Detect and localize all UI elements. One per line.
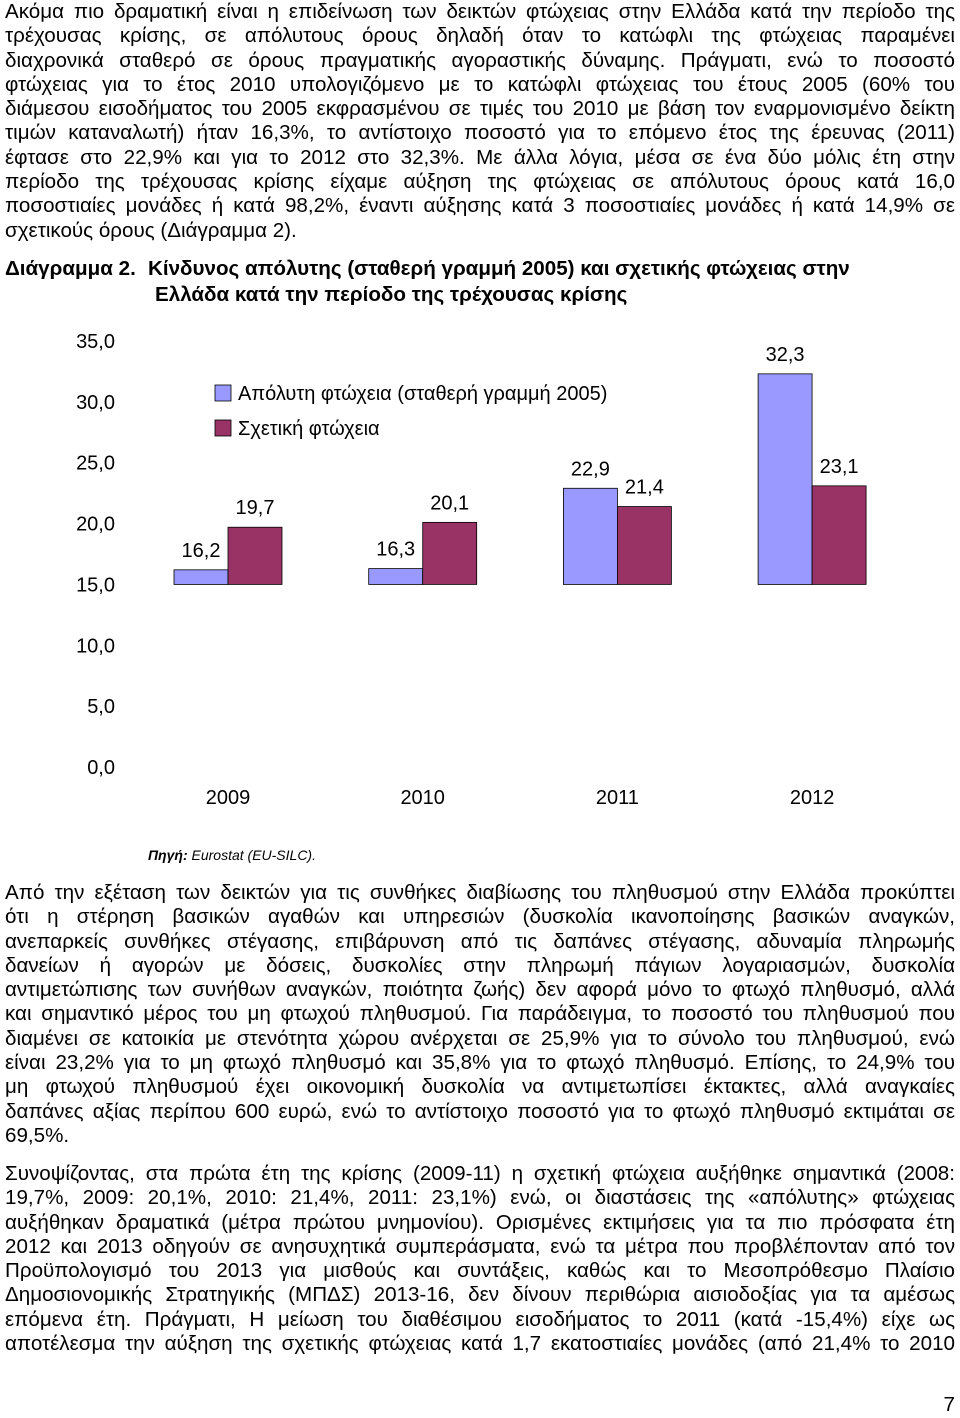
text-line: περίοδο της τρέχουσας κρίσης είχαμε αύξη… xyxy=(5,170,955,194)
figure-source: Πηγή: Eurostat (EU-SILC). xyxy=(148,843,316,867)
data-label: 22,9 xyxy=(571,458,610,480)
y-tick-label: 10,0 xyxy=(76,635,115,657)
bar-absolute-poverty-2010 xyxy=(368,568,424,585)
y-axis-tick-labels: 35,0 30,0 25,0 20,0 15,0 10,0 5,0 0,0 xyxy=(76,331,115,779)
data-labels: 16,2 16,3 22,9 32,3 19,7 20,1 21,4 23,1 xyxy=(182,344,859,562)
y-tick-label: 5,0 xyxy=(87,696,115,718)
x-axis-tick-labels: 2009 2010 2011 2012 xyxy=(206,787,835,809)
text-line: αυξήθηκαν δραματικά (μέτρα πρώτου μνημον… xyxy=(5,1210,955,1234)
y-tick-label: 25,0 xyxy=(76,453,115,475)
data-label: 19,7 xyxy=(236,497,275,519)
text-line: τρέχουσας κρίσης, σε απόλυτους όρους δηλ… xyxy=(5,24,955,48)
data-label: 16,3 xyxy=(376,539,415,561)
chart-legend: Απόλυτη φτώχεια (σταθερή γραμμή 2005) Σχε… xyxy=(214,383,607,440)
y-tick-label: 15,0 xyxy=(76,574,115,596)
poverty-bar-chart: 35,0 30,0 25,0 20,0 15,0 10,0 5,0 0,0 16,2 16,3 2… xyxy=(76,331,867,809)
text-line: Δημοσιονομικής Στρατηγικής (ΜΠΔΣ) 2013-1… xyxy=(5,1283,955,1307)
bar-relative-poverty-2010 xyxy=(422,521,478,585)
paragraph-summary: Συνοψίζοντας, στα πρώτα έτη της κρίσης (… xyxy=(5,1162,955,1356)
text-line: και σημαντικό μέρος του μη φτωχού πληθυσ… xyxy=(5,1002,955,1026)
text-line: Ακόμα πιο δραματική είναι η επιδείνωση τ… xyxy=(5,0,955,23)
bar-relative-poverty-2012 xyxy=(811,485,867,585)
caption-line: Ελλάδα κατά την περίοδο της τρέχουσας κρ… xyxy=(155,283,628,306)
page-number: 7 xyxy=(943,1393,955,1416)
x-tick-label: 2012 xyxy=(790,787,835,809)
text-line: διαμένει σε κατοικία με στενότητα χώρου … xyxy=(5,1026,955,1050)
text-line: δανείων ή αγορών με δόσεις, δυσκολίες στ… xyxy=(5,953,955,977)
text-line: 69,5%. xyxy=(5,1123,70,1147)
bar-absolute-poverty-2011 xyxy=(563,487,618,585)
figure-number: Διάγραμμα 2. xyxy=(5,257,136,280)
text-line: 2012 και 2013 οδηγούν σε ανησυχητικά συμ… xyxy=(5,1234,955,1258)
legend-label: Απόλυτη φτώχεια (σταθερή γραμμή 2005) xyxy=(238,383,607,405)
text-line: αντιμετώπισης των συνήθων αναγκών, ποιότ… xyxy=(5,978,955,1002)
text-line: φτώχειας για το έτος 2010 υπολογιζόμενο … xyxy=(5,72,955,96)
caption-text: Κίνδυνος απόλυτης (σταθερή γραμμή 2005) … xyxy=(148,257,850,280)
text-line: διάμεσου εισοδήματος του 2005 εκφρασμένο… xyxy=(5,97,955,121)
y-tick-label: 0,0 xyxy=(87,757,115,779)
paragraph-living-conditions: Από την εξέταση των δεικτών για τις συνθ… xyxy=(5,881,955,1148)
x-tick-label: 2009 xyxy=(206,787,251,809)
y-tick-label: 30,0 xyxy=(76,392,115,414)
text-line: είναι 23,2% για το μη φτωχό πληθυσμό και… xyxy=(5,1051,955,1075)
text-line: έφτασε στο 22,9% και για το 2012 στο 32,… xyxy=(5,145,955,169)
bar-relative-poverty-2011 xyxy=(617,506,672,585)
text-line: Από την εξέταση των δεικτών για τις συνθ… xyxy=(5,881,955,904)
text-line: ανεπαρκείς συνθήκες στέγασης, επιβάρυνση… xyxy=(5,929,955,953)
y-tick-label: 20,0 xyxy=(76,514,115,536)
text-line: σχετικούς όρους (Διάγραμμα 2). xyxy=(5,218,297,242)
bar-relative-poverty-2009 xyxy=(227,526,283,585)
bar-absolute-poverty-2012 xyxy=(757,373,813,585)
data-label: 21,4 xyxy=(625,477,664,499)
bar-series xyxy=(173,373,867,585)
data-label: 32,3 xyxy=(766,344,805,366)
x-tick-label: 2010 xyxy=(400,787,445,809)
figure-caption: Διάγραμμα 2. Κίνδυνος απόλυτης (σταθερή γ… xyxy=(5,256,955,308)
legend-label: Σχετική φτώχεια xyxy=(238,418,380,440)
text-line: διαχρονικά σταθερό σε όρους πραγματικής … xyxy=(5,48,955,72)
bar-absolute-poverty-2009 xyxy=(173,569,229,585)
text-line: τιμών καταναλωτή) ήταν 16,3%, το αντίστο… xyxy=(5,121,955,145)
paragraph-absolute-poverty: Ακόμα πιο δραματική είναι η επιδείνωση τ… xyxy=(5,0,955,243)
y-tick-label: 35,0 xyxy=(76,331,115,353)
legend-swatch xyxy=(214,419,232,437)
text-line: Προϋπολογισμό του 2013 για μισθούς και σ… xyxy=(5,1259,955,1283)
data-label: 16,2 xyxy=(182,540,221,562)
text-line: μη φτωχού πληθυσμού έχει οικονομική δυσκ… xyxy=(5,1075,955,1099)
text-line: ότι η στέρηση βασικών αγαθών και υπηρεσι… xyxy=(5,905,955,929)
data-label: 20,1 xyxy=(430,492,469,514)
text-line: αποτέλεσμα την αύξηση της σχετικής φτώχε… xyxy=(5,1332,955,1356)
text-line: επόμενα έτη. Πράγματι, Η μείωση του διαθ… xyxy=(5,1307,955,1331)
text-line: 19,7%, 2009: 20,1%, 2010: 21,4%, 2011: 2… xyxy=(5,1186,955,1210)
text-line: δαπάνες αξίας περίπου 600 ευρώ, ενώ το α… xyxy=(5,1099,955,1123)
x-tick-label: 2011 xyxy=(596,787,639,809)
legend-swatch xyxy=(214,384,232,402)
data-label: 23,1 xyxy=(820,456,859,478)
text-line: ποσοστιαίες μονάδες ή κατά 98,2%, έναντι… xyxy=(5,194,955,218)
caption-line: Διάγραμμα 2. Κίνδυνος απόλυτης (σταθερή γ… xyxy=(5,256,955,282)
source-text: Eurostat (EU-SILC). xyxy=(191,847,316,863)
source-label: Πηγή: xyxy=(148,847,188,863)
text-line: Συνοψίζοντας, στα πρώτα έτη της κρίσης (… xyxy=(5,1162,955,1185)
